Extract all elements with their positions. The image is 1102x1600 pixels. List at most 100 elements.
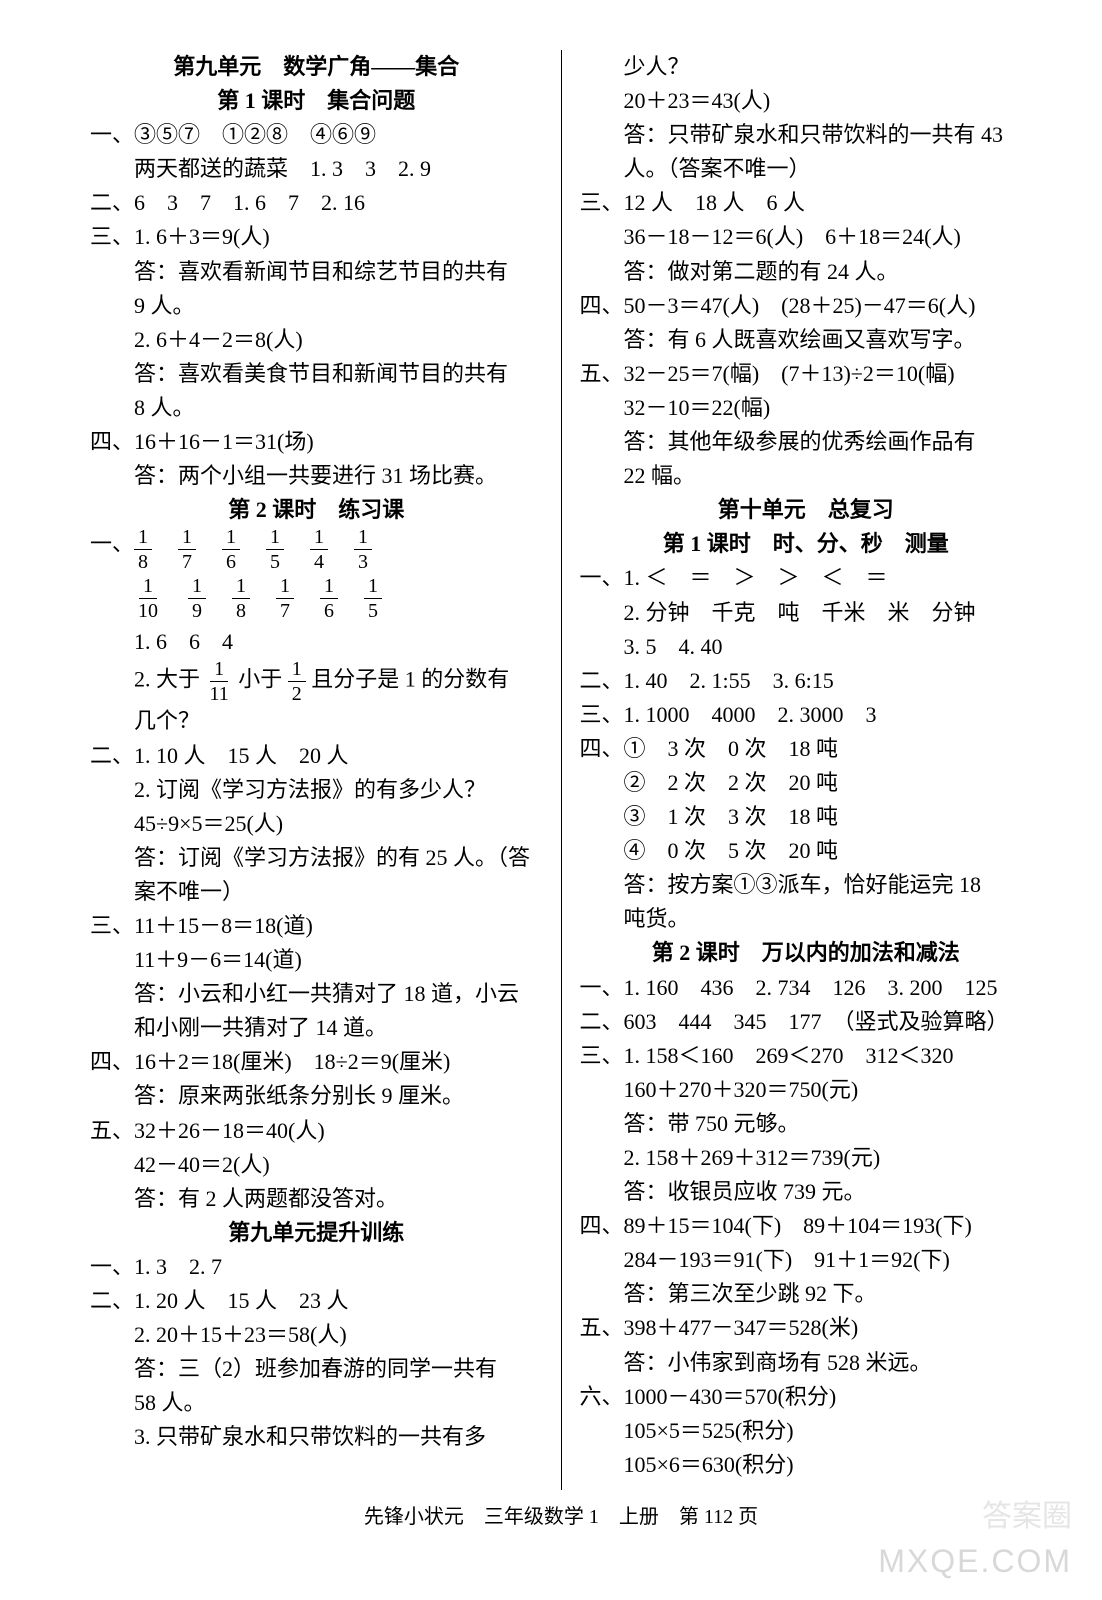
text-line: 160＋270＋320＝750(元) — [580, 1073, 1033, 1107]
lesson-title: 第 1 课时 集合问题 — [90, 84, 543, 118]
text-line: 四、① 3 次 0 次 18 吨 — [580, 732, 1033, 766]
lesson-title: 第 2 课时 万以内的加法和减法 — [580, 936, 1033, 970]
fraction: 19 — [188, 576, 206, 621]
text-line: 答：第三次至少跳 92 下。 — [580, 1277, 1033, 1311]
text-line: 答：三（2）班参加春游的同学一共有 — [90, 1352, 543, 1386]
unit-title: 第十单元 总复习 — [580, 493, 1033, 527]
text-line: 少人？ — [580, 50, 1033, 84]
text-line: 六、1000－430＝570(积分) — [580, 1380, 1033, 1414]
fraction: 111 — [206, 659, 233, 704]
text-line: 答：小伟家到商场有 528 米远。 — [580, 1346, 1033, 1380]
text-line: 2. 6＋4－2＝8(人) — [90, 323, 543, 357]
text-line: 答：按方案①③派车，恰好能运完 18 — [580, 868, 1033, 902]
text-line: 2. 分钟 千克 吨 千米 米 分钟 — [580, 596, 1033, 630]
text-line: 答：有 6 人既喜欢绘画又喜欢写字。 — [580, 323, 1033, 357]
text-line: 答：小云和小红一共猜对了 18 道，小云 — [90, 977, 543, 1011]
text-line: 一、1. 160 436 2. 734 126 3. 200 125 — [580, 971, 1033, 1005]
text-line: 答：喜欢看美食节目和新闻节目的共有 — [90, 357, 543, 391]
text-line: 一、1. ＜ ＝ ＞ ＞ ＜ ＝ — [580, 561, 1033, 595]
right-column: 少人？ 20＋23＝43(人) 答：只带矿泉水和只带饮料的一共有 43 人。（答… — [562, 50, 1043, 1490]
fraction: 12 — [288, 659, 306, 704]
fraction: 18 — [134, 527, 152, 572]
text-line: 一、1. 3 2. 7 — [90, 1250, 543, 1284]
text-span: 小于 — [238, 667, 282, 692]
text-line: 三、12 人 18 人 6 人 — [580, 186, 1033, 220]
text-line: 答：有 2 人两题都没答对。 — [90, 1182, 543, 1216]
fraction-row: 一、 18 17 16 15 14 13 — [90, 527, 543, 572]
text-line: 32－10＝22(幅) — [580, 391, 1033, 425]
fraction: 15 — [364, 576, 382, 621]
text-line: 两天都送的蔬菜 1. 3 3 2. 9 — [90, 152, 543, 186]
text-line: 二、1. 10 人 15 人 20 人 — [90, 739, 543, 773]
unit-title: 第九单元 数学广角——集合 — [90, 50, 543, 84]
fraction: 16 — [222, 527, 240, 572]
text-line: ④ 0 次 5 次 20 吨 — [580, 834, 1033, 868]
text-span: 2. 大于 — [134, 667, 200, 692]
text-line: 案不唯一） — [90, 875, 543, 909]
text-line: 答：两个小组一共要进行 31 场比赛。 — [90, 459, 543, 493]
text-line: 20＋23＝43(人) — [580, 84, 1033, 118]
text-line: 二、1. 40 2. 1:55 3. 6:15 — [580, 664, 1033, 698]
text-line: 四、16＋16－1＝31(场) — [90, 425, 543, 459]
text-line: 3. 5 4. 40 — [580, 630, 1033, 664]
fraction: 110 — [134, 576, 162, 621]
fraction: 13 — [354, 527, 372, 572]
text-line: 二、1. 20 人 15 人 23 人 — [90, 1284, 543, 1318]
left-column: 第九单元 数学广角——集合 第 1 课时 集合问题 一、③⑤⑦ ①②⑧ ④⑥⑨ … — [80, 50, 562, 1490]
text-line: 答：做对第二题的有 24 人。 — [580, 255, 1033, 289]
fraction: 16 — [320, 576, 338, 621]
lesson-title: 第 2 课时 练习课 — [90, 493, 543, 527]
text-line: 五、398＋477－347＝528(米) — [580, 1311, 1033, 1345]
text-line: 几个？ — [90, 704, 543, 738]
text-line: 三、11＋15－8＝18(道) — [90, 909, 543, 943]
lesson-title: 第 1 课时 时、分、秒 测量 — [580, 527, 1033, 561]
fraction: 15 — [266, 527, 284, 572]
text-line: 36－18－12＝6(人) 6＋18＝24(人) — [580, 220, 1033, 254]
text-line: 2. 20＋15＋23＝58(人) — [90, 1318, 543, 1352]
text-line: 2. 订阅《学习方法报》的有多少人？ — [90, 773, 543, 807]
text-line: 答：带 750 元够。 — [580, 1107, 1033, 1141]
fraction-row: 110 19 18 17 16 15 — [90, 576, 543, 621]
text-line: 一、③⑤⑦ ①②⑧ ④⑥⑨ — [90, 118, 543, 152]
text-line: 1. 6 6 4 — [90, 625, 543, 659]
text-line: 105×5＝525(积分) — [580, 1414, 1033, 1448]
watermark-url: MXQE.COM — [878, 1543, 1072, 1580]
text-line: 22 幅。 — [580, 459, 1033, 493]
fraction: 17 — [276, 576, 294, 621]
fraction: 14 — [310, 527, 328, 572]
text-line: 答：其他年级参展的优秀绘画作品有 — [580, 425, 1033, 459]
text-line: 答：收银员应收 739 元。 — [580, 1175, 1033, 1209]
text-line: 五、32＋26－18＝40(人) — [90, 1114, 543, 1148]
text-line: 答：只带矿泉水和只带饮料的一共有 43 — [580, 118, 1033, 152]
page-footer: 先锋小状元 三年级数学 1 上册 第 112 页 — [80, 1500, 1042, 1529]
text-line: 人。（答案不唯一） — [580, 152, 1033, 186]
text-line: 2. 大于 111 小于 12 且分子是 1 的分数有 — [90, 659, 543, 704]
text-line: ③ 1 次 3 次 18 吨 — [580, 800, 1033, 834]
section-title: 第九单元提升训练 — [90, 1216, 543, 1250]
fraction: 17 — [178, 527, 196, 572]
text-line: 三、1. 1000 4000 2. 3000 3 — [580, 698, 1033, 732]
text-line: 四、89＋15＝104(下) 89＋104＝193(下) — [580, 1209, 1033, 1243]
text-line: 二、603 444 345 177 （竖式及验算略） — [580, 1005, 1033, 1039]
page-columns: 第九单元 数学广角——集合 第 1 课时 集合问题 一、③⑤⑦ ①②⑧ ④⑥⑨ … — [80, 50, 1042, 1490]
text-line: 8 人。 — [90, 391, 543, 425]
text-line: ② 2 次 2 次 20 吨 — [580, 766, 1033, 800]
text-line: 58 人。 — [90, 1386, 543, 1420]
text-line: 三、1. 6＋3＝9(人) — [90, 220, 543, 254]
text-line: 吨货。 — [580, 902, 1033, 936]
text-line: 3. 只带矿泉水和只带饮料的一共有多 — [90, 1420, 543, 1454]
text-line: 42－40＝2(人) — [90, 1148, 543, 1182]
text-line: 五、32－25＝7(幅) (7＋13)÷2＝10(幅) — [580, 357, 1033, 391]
text-line: 二、6 3 7 1. 6 7 2. 16 — [90, 186, 543, 220]
text-line: 105×6＝630(积分) — [580, 1448, 1033, 1482]
text-line: 三、1. 158＜160 269＜270 312＜320 — [580, 1039, 1033, 1073]
text-span: 且分子是 1 的分数有 — [311, 667, 509, 692]
text-line: 2. 158＋269＋312＝739(元) — [580, 1141, 1033, 1175]
text-line: 四、16＋2＝18(厘米) 18÷2＝9(厘米) — [90, 1045, 543, 1079]
text-line: 答：喜欢看新闻节目和综艺节目的共有 — [90, 255, 543, 289]
text-line: 9 人。 — [90, 289, 543, 323]
text-line: 四、50－3＝47(人) (28＋25)－47＝6(人) — [580, 289, 1033, 323]
text-line: 284－193＝91(下) 91＋1＝92(下) — [580, 1243, 1033, 1277]
text-line: 答：订阅《学习方法报》的有 25 人。（答 — [90, 841, 543, 875]
text-line: 答：原来两张纸条分别长 9 厘米。 — [90, 1079, 543, 1113]
